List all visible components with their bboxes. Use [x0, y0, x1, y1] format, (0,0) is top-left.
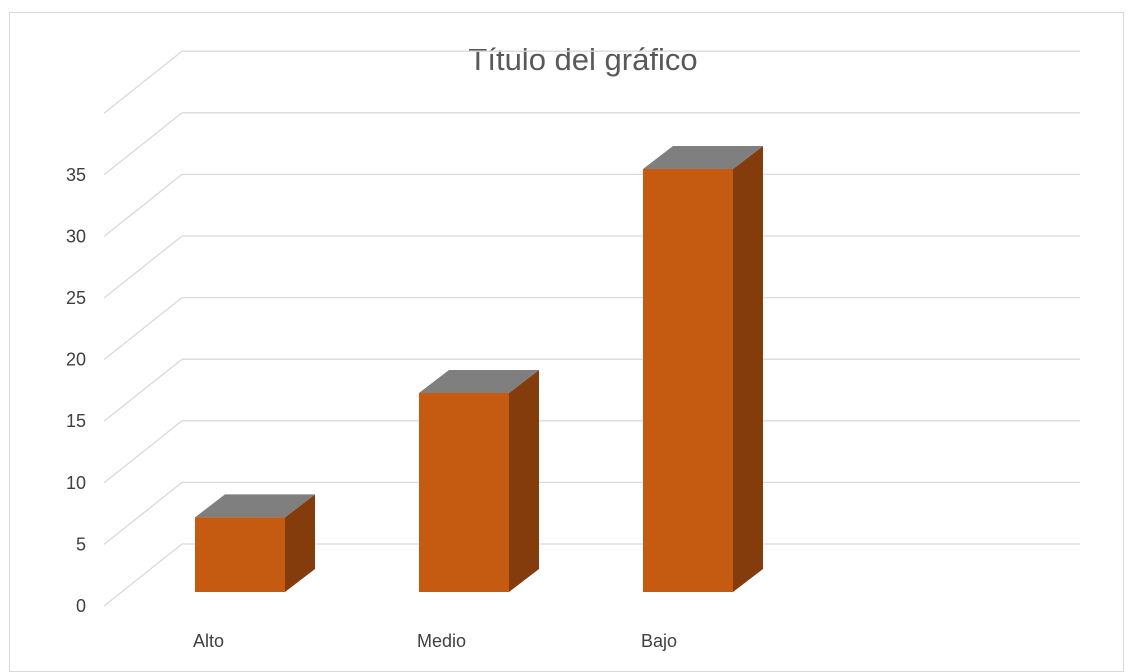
bar-top-face — [643, 146, 763, 169]
y-tick-label: 25 — [66, 288, 86, 308]
bar-alto — [195, 494, 315, 592]
bar-top-face — [195, 494, 315, 518]
y-tick-label: 20 — [66, 350, 86, 370]
bar-front-face — [419, 392, 509, 592]
gridline-diagonal — [103, 50, 183, 114]
gridline-diagonal — [103, 235, 183, 299]
bar-bajo — [643, 146, 763, 592]
y-axis-ticks: 0 5 10 15 20 25 30 35 — [66, 165, 86, 616]
y-tick-label: 5 — [76, 534, 86, 554]
x-category-label: Alto — [193, 631, 224, 651]
gridline-diagonal — [103, 543, 183, 607]
chart-frame — [9, 12, 1124, 672]
x-category-label: Medio — [417, 631, 466, 651]
y-tick-label: 15 — [66, 411, 86, 431]
gridlines — [103, 50, 1080, 607]
bar-top-face — [419, 369, 539, 393]
bar-side-face — [733, 146, 763, 592]
x-axis-categories: Alto Medio Bajo — [193, 631, 677, 651]
y-tick-label: 0 — [76, 596, 86, 616]
gridline-diagonal — [103, 481, 183, 545]
gridline-diagonal — [103, 297, 183, 361]
x-category-label: Bajo — [641, 631, 677, 651]
gridline-diagonal — [103, 358, 183, 422]
bar-front-face — [643, 169, 733, 592]
bar-front-face — [195, 517, 285, 592]
y-tick-label: 35 — [66, 165, 86, 185]
gridline-diagonal — [103, 173, 183, 237]
bars — [195, 146, 763, 592]
bar-side-face — [285, 494, 315, 592]
bar-medio — [419, 369, 539, 592]
y-tick-label: 30 — [66, 226, 86, 246]
bar-side-face — [509, 369, 539, 592]
gridline-diagonal — [103, 420, 183, 484]
gridline-diagonal — [103, 112, 183, 176]
y-tick-label: 10 — [66, 473, 86, 493]
chart-title: Título del gráfico — [468, 42, 697, 77]
